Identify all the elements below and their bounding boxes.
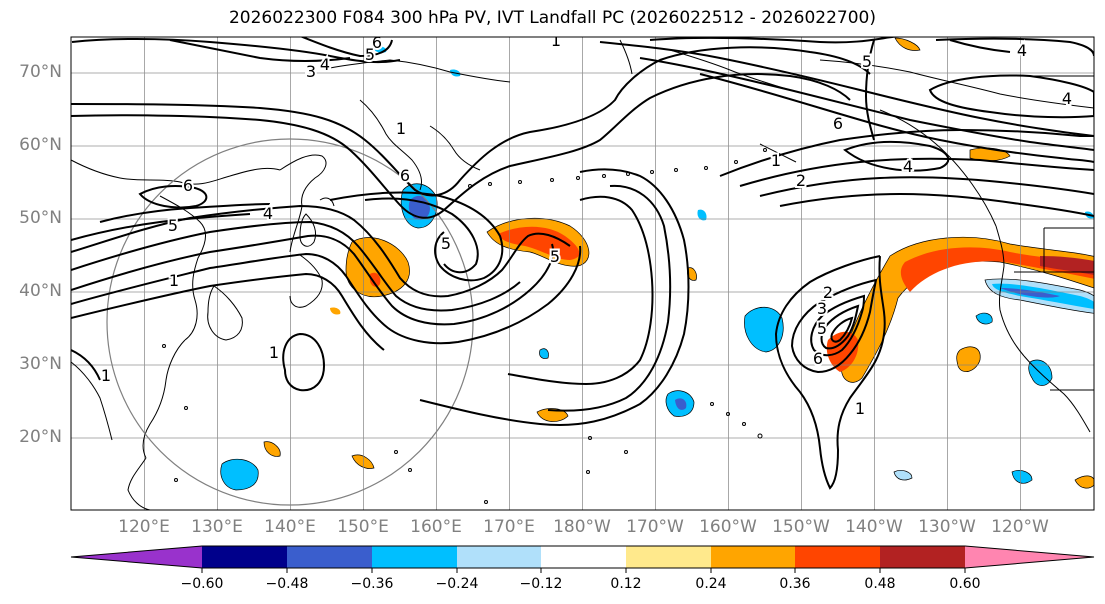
contour-label: 1 [855,399,865,418]
colorbar-segment [287,546,372,568]
colorbar-segment [457,546,541,568]
coastlines [71,39,1094,510]
colorbar-segment [795,546,880,568]
contour-label: 1 [771,151,781,170]
contour-label: 4 [1062,89,1072,108]
lon-label: 120°W [991,517,1049,537]
colorbar-segment [202,546,287,568]
colorbar-tick-label: 0.60 [949,576,981,592]
colorbar-extend-high [965,546,1094,568]
contour-label: 2 [823,283,833,302]
contour-label: 4 [1017,41,1027,60]
colorbar-tick-label: −0.60 [180,576,224,592]
contour-label: 4 [263,204,273,223]
ivt-positive-shading [263,37,1094,489]
radius-circle [106,138,474,506]
contour-label: 4 [320,55,330,74]
map-title: 2026022300 F084 300 hPa PV, IVT Landfall… [228,8,876,28]
lat-label: 20°N [19,427,62,447]
contour-label: 1 [269,343,279,362]
contour-label: 2 [796,171,806,190]
colorbar-segment [711,546,795,568]
contour-label: 6 [813,349,823,368]
lat-label: 60°N [19,135,62,155]
contour-label: 1 [169,271,179,290]
colorbar-tick-label: 0.12 [610,576,642,592]
contour-label: 3 [306,62,316,81]
colorbar-tick-label: −0.36 [350,576,394,592]
colorbar-extend-low [71,546,202,568]
lon-label: 130°E [191,517,243,537]
contour-label: 5 [441,234,451,253]
contour-label: 6 [183,176,193,195]
contour-label: 6 [372,33,382,52]
lon-label: 180°W [553,517,611,537]
colorbar-tick-label: −0.24 [435,576,479,592]
contour-label: 4 [903,157,913,176]
contour-label: 1 [101,366,111,385]
colorbar-tick-label: 0.36 [779,576,811,592]
contour-label: 1 [396,119,406,138]
colorbar-segment [626,546,711,568]
lat-label: 40°N [19,281,62,301]
lon-label: 160°E [410,517,462,537]
pv-contours [71,37,1094,490]
contour-label: 1 [551,31,561,50]
islands [162,148,767,504]
colorbar [70,545,1095,573]
colorbar-tick-label: 0.24 [695,576,727,592]
contour-label: 6 [400,166,410,185]
colorbar-segment [372,546,457,568]
lon-label: 170°E [483,517,535,537]
contour-label: 5 [817,319,827,338]
lon-label: 150°W [772,517,830,537]
lat-label: 70°N [19,62,62,82]
lon-label: 140°E [264,517,316,537]
lon-label: 120°E [118,517,170,537]
contour-label: 5 [862,52,872,71]
contour-label: 5 [550,247,560,266]
colorbar-tick-label: −0.48 [265,576,309,592]
contour-label: 3 [817,299,827,318]
lat-label: 50°N [19,208,62,228]
lon-label: 170°W [626,517,684,537]
contour-labels: 6 5 4 3 5 4 1 6 5 4 1 1 1 6 5 5 6 2 2 3 … [99,31,1074,420]
colorbar-segment [880,546,965,568]
lon-label: 150°E [337,517,389,537]
lon-label: 130°W [918,517,976,537]
lon-label: 140°W [845,517,903,537]
lon-label: 160°W [699,517,757,537]
contour-label: 5 [365,45,375,64]
contour-label: 5 [168,216,178,235]
contour-label: 6 [833,114,843,133]
colorbar-segment [541,546,626,568]
lat-label: 30°N [19,354,62,374]
colorbar-tick-label: 0.48 [864,576,896,592]
colorbar-tick-label: −0.12 [519,576,563,592]
map-frame [70,36,1095,511]
